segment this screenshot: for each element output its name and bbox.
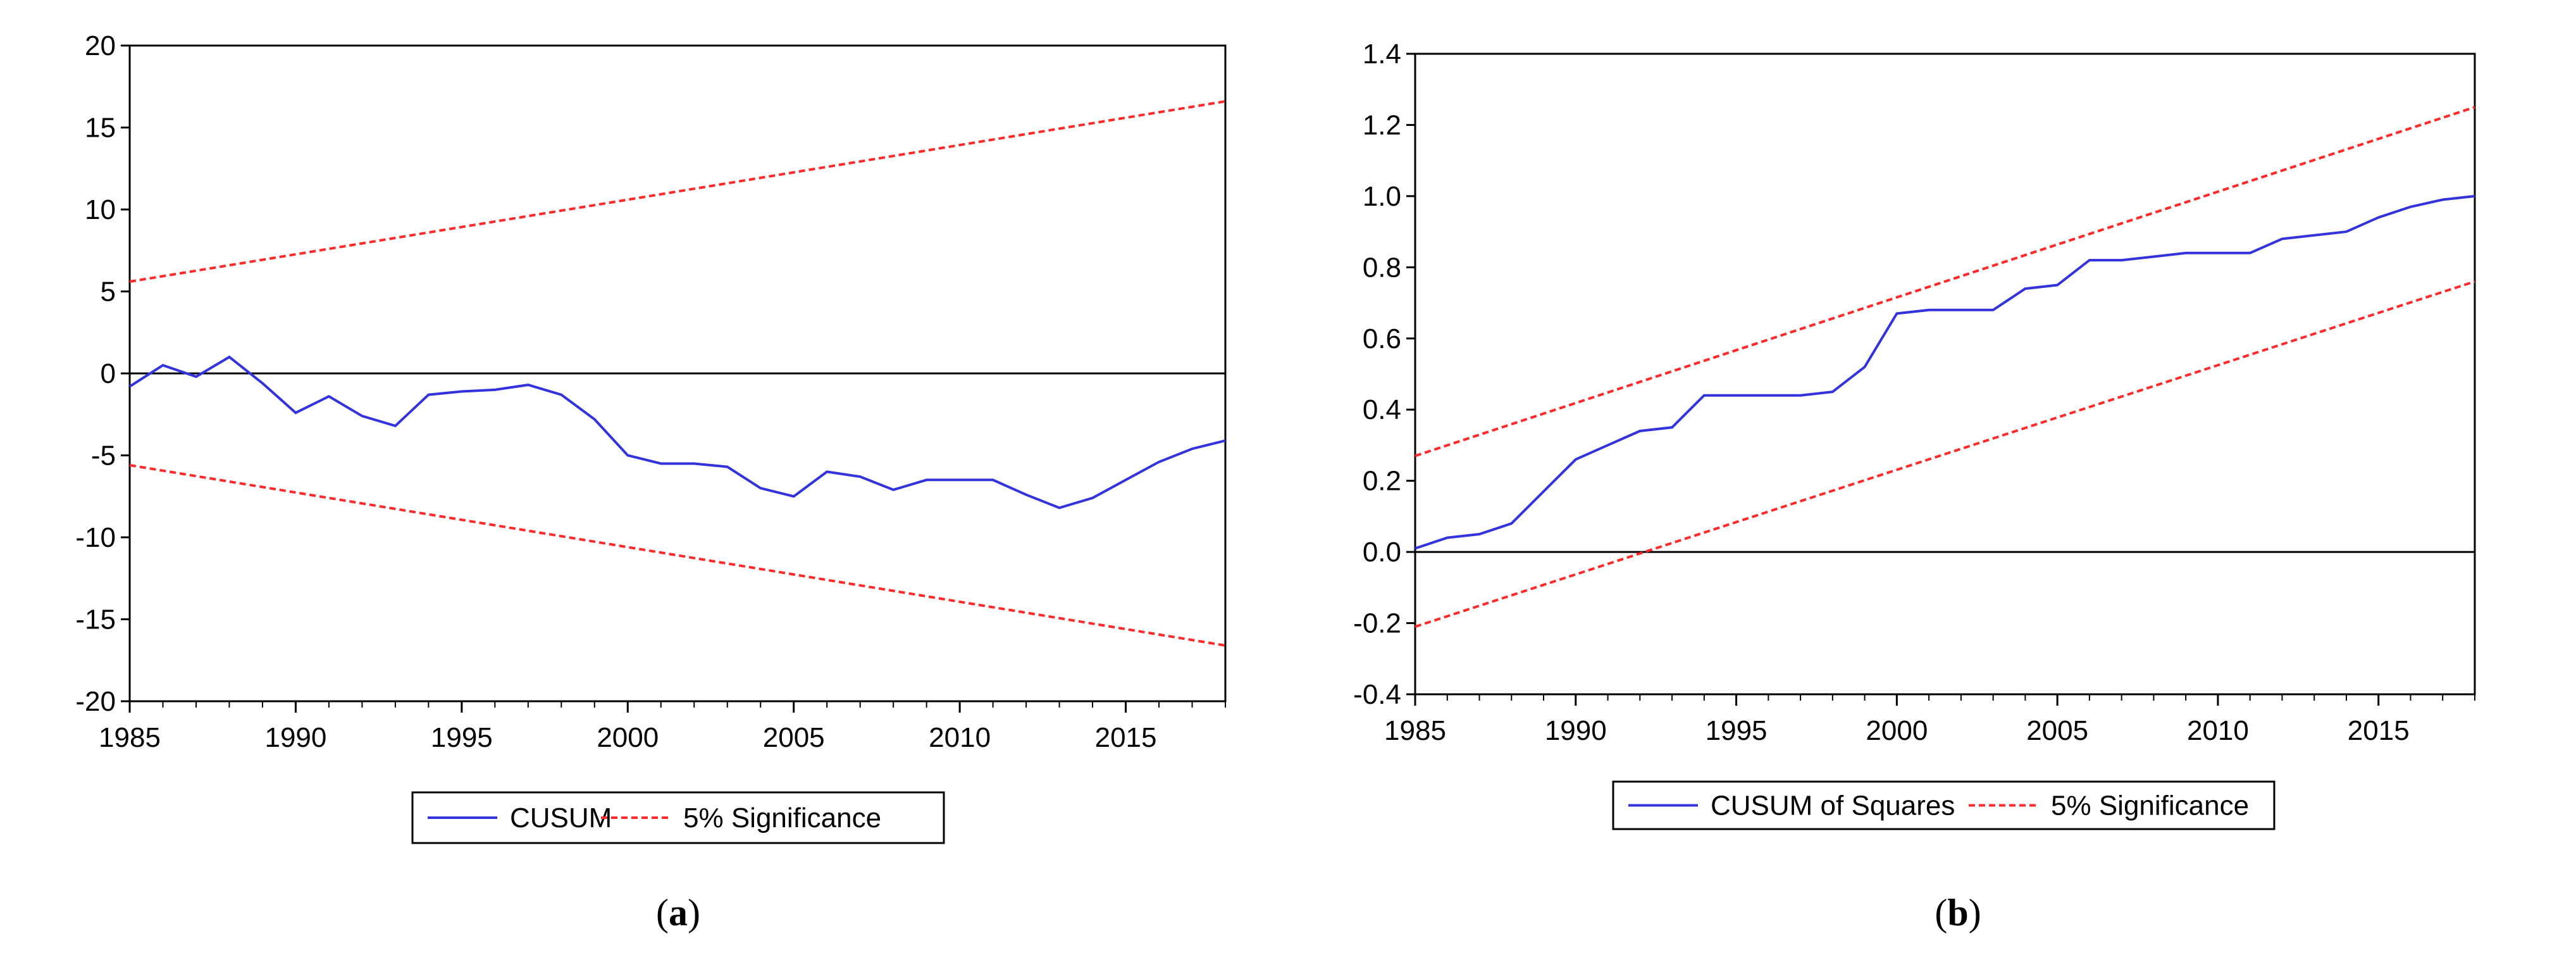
significance-bound-line — [129, 464, 1226, 647]
x-tick-label: 2015 — [1095, 722, 1157, 753]
y-tick-label: 0.0 — [1363, 537, 1401, 568]
significance-bound-line — [1415, 106, 2475, 458]
y-tick-label: 1.0 — [1363, 181, 1401, 212]
caption-paren-open: ( — [656, 892, 669, 934]
x-tick-label: 1995 — [431, 722, 493, 753]
x-tick-label: 1995 — [1706, 715, 1768, 746]
legend-box — [1612, 780, 2276, 830]
y-tick-label: 5 — [101, 277, 116, 308]
x-tick-label: 2005 — [2026, 715, 2088, 746]
legend-label-significance: 5% Significance — [2051, 790, 2249, 821]
y-tick-label: 0.2 — [1363, 466, 1401, 497]
significance-bound-line — [129, 100, 1226, 283]
series-line — [128, 355, 1226, 509]
y-tick-label: 0.8 — [1363, 252, 1401, 283]
y-tick-label: -15 — [75, 604, 116, 635]
series-line — [1415, 194, 2475, 550]
x-tick-label: 1990 — [1545, 715, 1607, 746]
legend-label-significance: 5% Significance — [683, 803, 881, 834]
legend-box — [411, 791, 945, 844]
y-tick-label: -10 — [75, 522, 116, 553]
caption-letter: b — [1947, 892, 1968, 934]
x-tick-label: 2015 — [2348, 715, 2410, 746]
y-tick-label: -0.2 — [1353, 608, 1401, 639]
caption-paren-close: ) — [688, 892, 700, 934]
y-tick-label: -5 — [91, 440, 116, 472]
legend-label-series: CUSUM — [510, 803, 612, 834]
y-tick-label: 10 — [85, 194, 116, 225]
y-tick-label: 1.2 — [1363, 109, 1401, 141]
x-tick-label: 2005 — [763, 722, 825, 753]
y-tick-label: 0 — [101, 358, 116, 389]
y-tick-label: 0.4 — [1363, 394, 1401, 425]
x-tick-label: 2000 — [1866, 715, 1928, 746]
y-tick-label: -0.4 — [1353, 679, 1401, 710]
y-tick-label: 1.4 — [1363, 39, 1401, 70]
x-tick-label: 1985 — [99, 722, 161, 753]
panel-caption: (b) — [1935, 892, 1981, 934]
caption-paren-close: ) — [1969, 892, 1981, 934]
x-tick-label: 1990 — [264, 722, 326, 753]
legend-label-series: CUSUM of Squares — [1711, 790, 1955, 821]
significance-bound-line — [1415, 280, 2475, 628]
x-tick-label: 2010 — [2187, 715, 2249, 746]
y-tick-label: 15 — [85, 113, 116, 144]
x-tick-label: 1985 — [1384, 715, 1446, 746]
y-tick-label: -20 — [75, 686, 116, 717]
panel-caption: (a) — [656, 892, 700, 934]
chart-panel-b: 1.4 1.2 1.0 0.8 0.6 0.4 0.2 0.0 -0.2 -0.4 1985 1990… — [1353, 39, 2476, 934]
x-tick-label: 2010 — [929, 722, 991, 753]
x-tick-label: 2000 — [597, 722, 659, 753]
y-tick-label: 0.6 — [1363, 323, 1401, 354]
caption-paren-open: ( — [1935, 892, 1947, 934]
caption-letter: a — [669, 892, 688, 934]
plot-frame — [1414, 53, 2476, 696]
y-tick-label: 20 — [85, 30, 116, 61]
